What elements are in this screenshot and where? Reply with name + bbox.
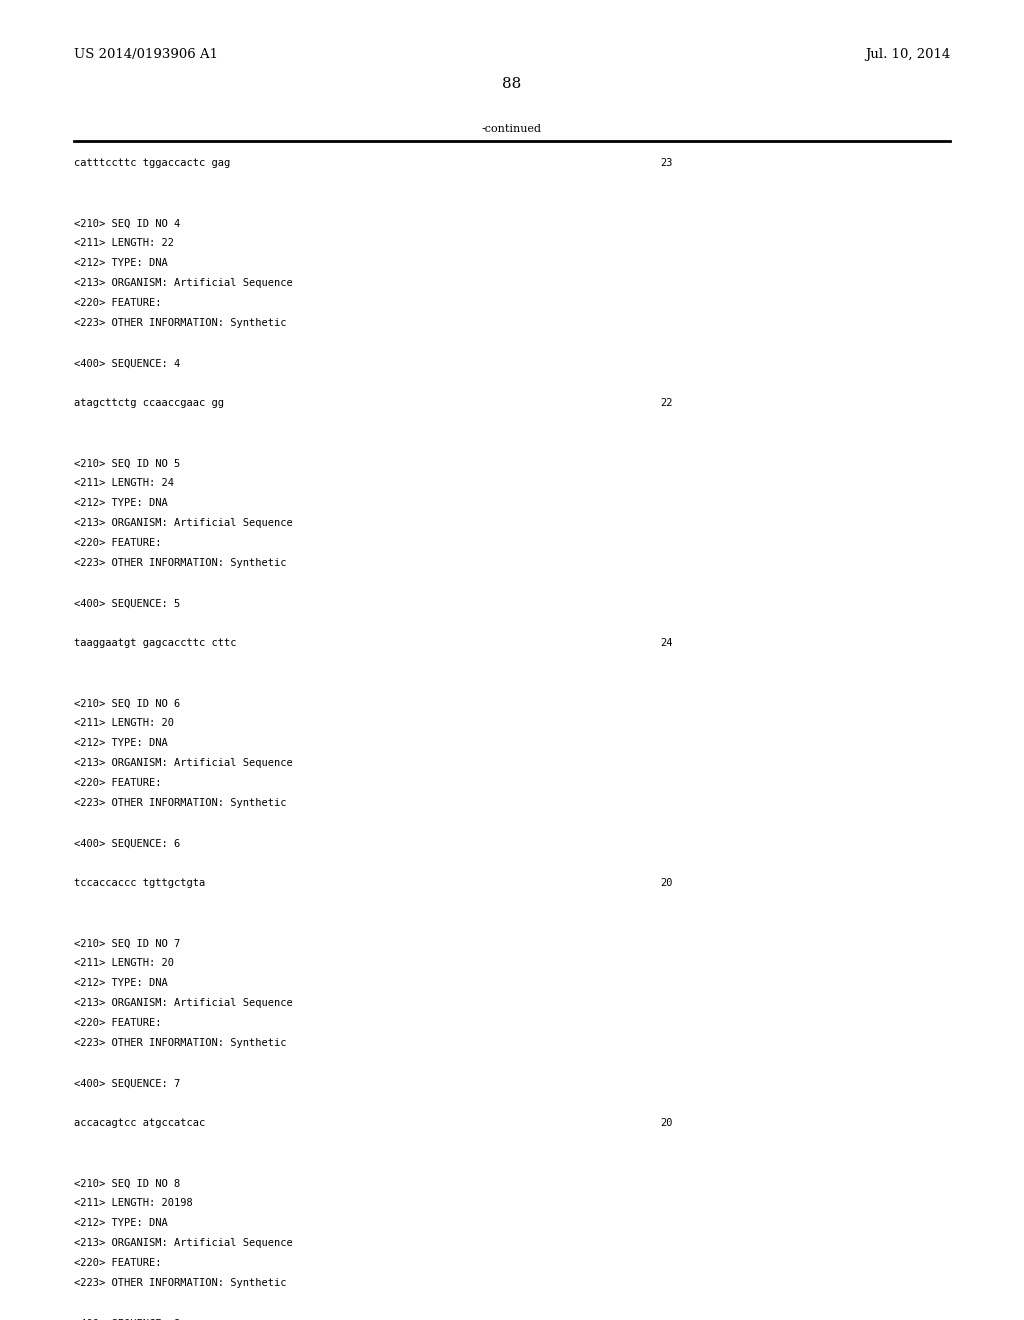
Text: 20: 20 <box>660 878 673 888</box>
Text: 20: 20 <box>660 1118 673 1129</box>
Text: <400> SEQUENCE: 5: <400> SEQUENCE: 5 <box>74 598 180 609</box>
Text: <223> OTHER INFORMATION: Synthetic: <223> OTHER INFORMATION: Synthetic <box>74 558 287 569</box>
Text: <223> OTHER INFORMATION: Synthetic: <223> OTHER INFORMATION: Synthetic <box>74 1278 287 1288</box>
Text: 88: 88 <box>503 77 521 91</box>
Text: <212> TYPE: DNA: <212> TYPE: DNA <box>74 1218 168 1229</box>
Text: <211> LENGTH: 20: <211> LENGTH: 20 <box>74 958 174 969</box>
Text: 22: 22 <box>660 399 673 408</box>
Text: <400> SEQUENCE: 8: <400> SEQUENCE: 8 <box>74 1319 180 1320</box>
Text: Jul. 10, 2014: Jul. 10, 2014 <box>865 48 950 61</box>
Text: <220> FEATURE:: <220> FEATURE: <box>74 1018 161 1028</box>
Text: US 2014/0193906 A1: US 2014/0193906 A1 <box>74 48 218 61</box>
Text: catttccttc tggaccactc gag: catttccttc tggaccactc gag <box>74 158 230 169</box>
Text: <220> FEATURE:: <220> FEATURE: <box>74 779 161 788</box>
Text: <212> TYPE: DNA: <212> TYPE: DNA <box>74 978 168 989</box>
Text: <223> OTHER INFORMATION: Synthetic: <223> OTHER INFORMATION: Synthetic <box>74 1039 287 1048</box>
Text: <212> TYPE: DNA: <212> TYPE: DNA <box>74 499 168 508</box>
Text: <212> TYPE: DNA: <212> TYPE: DNA <box>74 259 168 268</box>
Text: <210> SEQ ID NO 4: <210> SEQ ID NO 4 <box>74 218 180 228</box>
Text: accacagtcc atgccatcac: accacagtcc atgccatcac <box>74 1118 205 1129</box>
Text: <220> FEATURE:: <220> FEATURE: <box>74 539 161 548</box>
Text: <212> TYPE: DNA: <212> TYPE: DNA <box>74 738 168 748</box>
Text: <220> FEATURE:: <220> FEATURE: <box>74 298 161 309</box>
Text: 23: 23 <box>660 158 673 169</box>
Text: <211> LENGTH: 20198: <211> LENGTH: 20198 <box>74 1199 193 1208</box>
Text: <211> LENGTH: 22: <211> LENGTH: 22 <box>74 239 174 248</box>
Text: tccaccaccc tgttgctgta: tccaccaccc tgttgctgta <box>74 878 205 888</box>
Text: <213> ORGANISM: Artificial Sequence: <213> ORGANISM: Artificial Sequence <box>74 1238 293 1249</box>
Text: -continued: -continued <box>482 124 542 135</box>
Text: <213> ORGANISM: Artificial Sequence: <213> ORGANISM: Artificial Sequence <box>74 519 293 528</box>
Text: taaggaatgt gagcaccttc cttc: taaggaatgt gagcaccttc cttc <box>74 639 237 648</box>
Text: <210> SEQ ID NO 7: <210> SEQ ID NO 7 <box>74 939 180 948</box>
Text: <211> LENGTH: 20: <211> LENGTH: 20 <box>74 718 174 729</box>
Text: <213> ORGANISM: Artificial Sequence: <213> ORGANISM: Artificial Sequence <box>74 758 293 768</box>
Text: <223> OTHER INFORMATION: Synthetic: <223> OTHER INFORMATION: Synthetic <box>74 318 287 329</box>
Text: <210> SEQ ID NO 5: <210> SEQ ID NO 5 <box>74 458 180 469</box>
Text: <213> ORGANISM: Artificial Sequence: <213> ORGANISM: Artificial Sequence <box>74 279 293 288</box>
Text: 24: 24 <box>660 639 673 648</box>
Text: <400> SEQUENCE: 7: <400> SEQUENCE: 7 <box>74 1078 180 1088</box>
Text: <210> SEQ ID NO 8: <210> SEQ ID NO 8 <box>74 1179 180 1188</box>
Text: <223> OTHER INFORMATION: Synthetic: <223> OTHER INFORMATION: Synthetic <box>74 799 287 808</box>
Text: atagcttctg ccaaccgaac gg: atagcttctg ccaaccgaac gg <box>74 399 223 408</box>
Text: <400> SEQUENCE: 4: <400> SEQUENCE: 4 <box>74 358 180 368</box>
Text: <400> SEQUENCE: 6: <400> SEQUENCE: 6 <box>74 838 180 849</box>
Text: <220> FEATURE:: <220> FEATURE: <box>74 1258 161 1269</box>
Text: <210> SEQ ID NO 6: <210> SEQ ID NO 6 <box>74 698 180 709</box>
Text: <211> LENGTH: 24: <211> LENGTH: 24 <box>74 478 174 488</box>
Text: <213> ORGANISM: Artificial Sequence: <213> ORGANISM: Artificial Sequence <box>74 998 293 1008</box>
